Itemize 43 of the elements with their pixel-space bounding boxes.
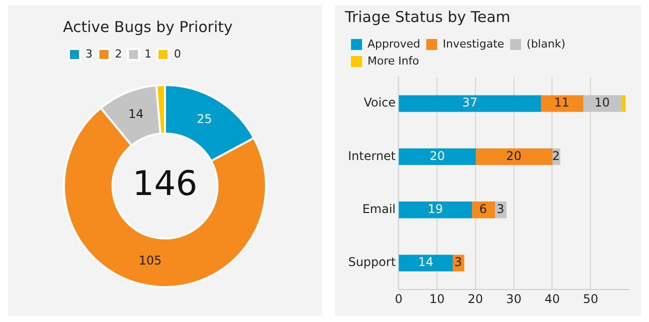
- bar: [398, 202, 472, 218]
- data-label: 10: [594, 96, 610, 110]
- data-label: 19: [428, 202, 444, 216]
- x-tick-label: 10: [429, 292, 445, 306]
- text: 146: [132, 164, 198, 204]
- data-label: 20: [430, 148, 445, 163]
- y-tick-label: Email: [362, 202, 396, 216]
- y-tick-label: Support: [348, 255, 396, 270]
- data-label: 20: [506, 148, 522, 163]
- bar: [475, 148, 553, 166]
- data-label: 105: [138, 253, 162, 268]
- bar: [540, 95, 584, 112]
- data-label: 3: [454, 255, 462, 270]
- data-label: 14: [128, 107, 144, 122]
- legend-label: 2: [115, 47, 122, 60]
- data-label: 2: [552, 148, 560, 163]
- chart-title: Active Bugs by Priority: [63, 18, 233, 36]
- y-tick-label: Internet: [348, 148, 396, 163]
- x-tick-label: 50: [582, 292, 598, 306]
- bar: [620, 95, 626, 112]
- data-label: 25: [196, 112, 212, 126]
- data-label: 6: [479, 202, 487, 216]
- legend-label: 3: [86, 47, 92, 60]
- legend-label: Approved: [368, 37, 420, 50]
- x-tick-label: 20: [468, 292, 484, 306]
- bar: [398, 254, 453, 272]
- legend-label: 1: [144, 47, 152, 60]
- legend-label: Investigate: [442, 37, 504, 50]
- bar: [582, 95, 622, 112]
- y-tick-label: Voice: [364, 96, 396, 110]
- bar: [398, 95, 542, 112]
- legend-label: (blank): [526, 37, 566, 50]
- data-label: 14: [418, 255, 434, 270]
- bar: [398, 148, 476, 166]
- x-tick-label: 30: [506, 292, 522, 306]
- x-tick-label: 0: [394, 292, 402, 306]
- data-label: 11: [554, 96, 570, 110]
- chart-title: Triage Status by Team: [344, 8, 510, 26]
- legend-label: 0: [174, 47, 181, 60]
- x-tick-label: 40: [544, 292, 560, 306]
- legend-label: More Info: [368, 54, 420, 68]
- data-label: 3: [496, 202, 504, 216]
- data-label: 37: [462, 96, 478, 110]
